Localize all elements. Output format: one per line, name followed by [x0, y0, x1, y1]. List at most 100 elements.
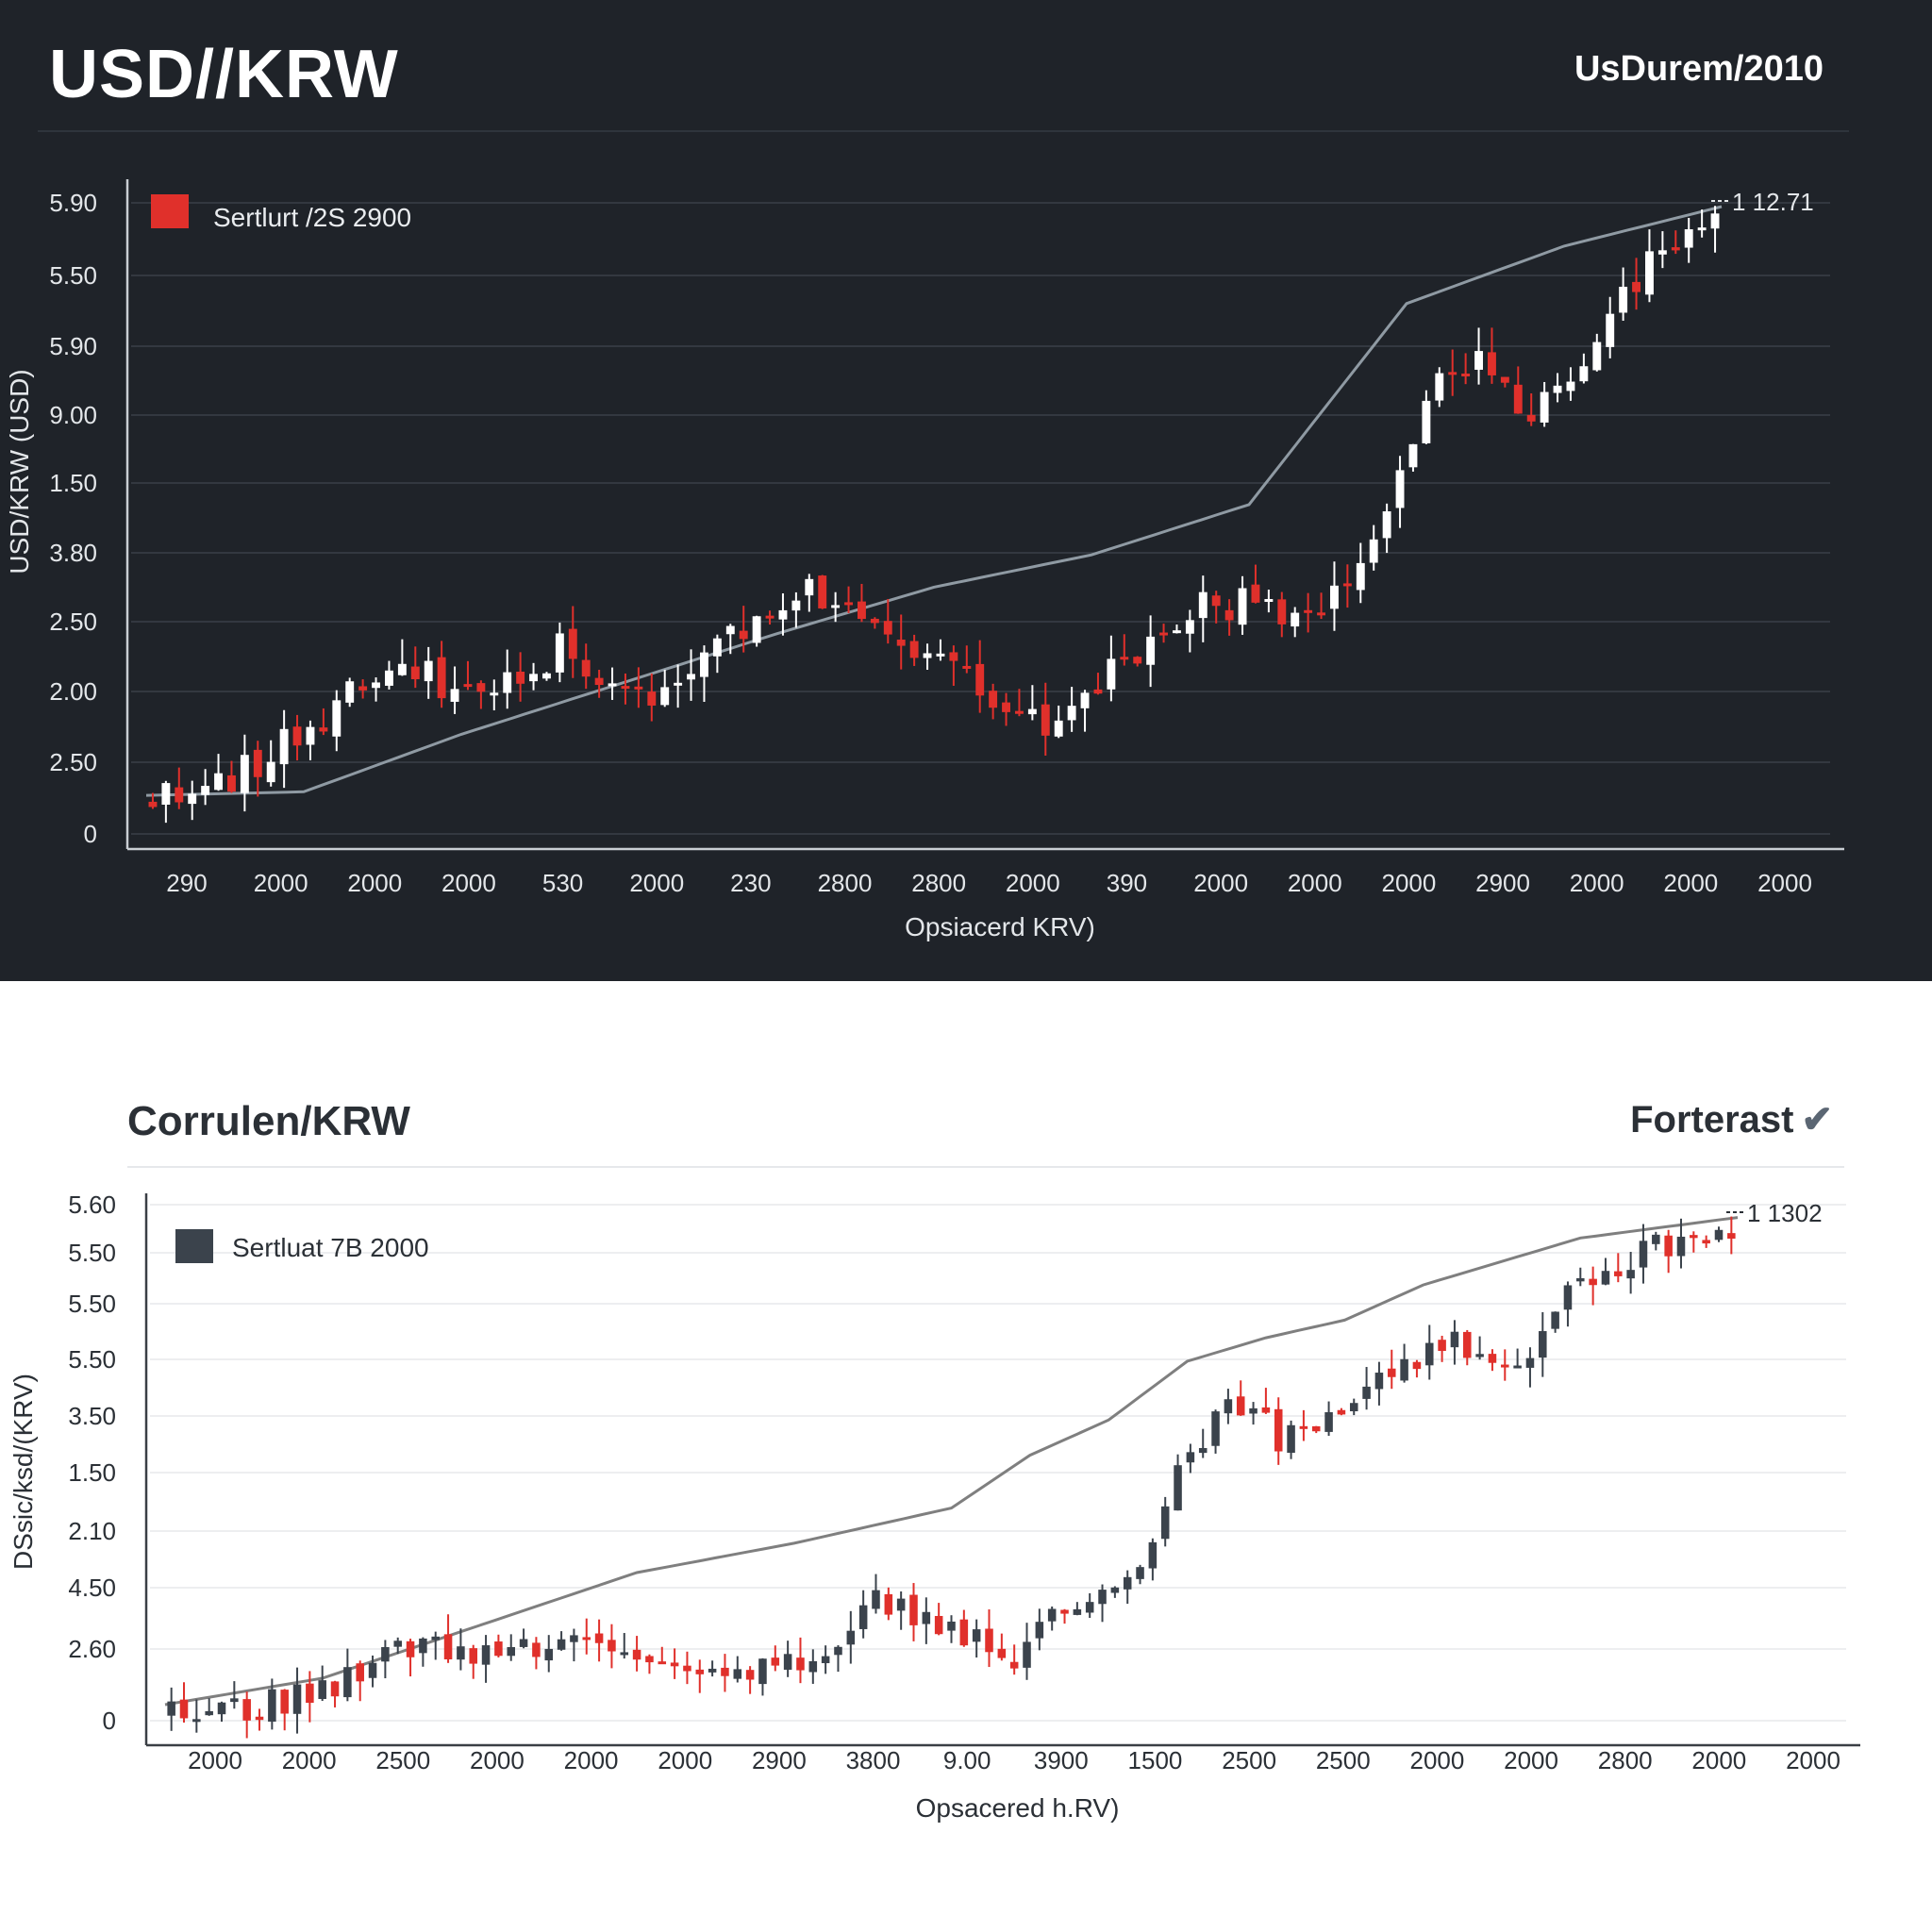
candle	[708, 1660, 717, 1677]
candle-body	[1553, 385, 1562, 393]
candle-body	[1349, 1403, 1358, 1411]
candle-body	[1060, 1609, 1069, 1614]
candle	[818, 575, 827, 609]
candle-body	[332, 700, 341, 737]
x-tick-label: 9.00	[943, 1746, 991, 1774]
candle-body	[372, 682, 380, 689]
candle-body	[161, 783, 171, 806]
y-tick-label: 2.50	[49, 748, 97, 776]
y-tick-label: 1.50	[68, 1458, 116, 1487]
candle	[1500, 376, 1509, 388]
candle-body	[1362, 1386, 1371, 1399]
candle-body	[266, 761, 275, 783]
candle-body	[909, 1594, 918, 1625]
y-tick-label: 5.90	[49, 189, 97, 217]
candle-body	[594, 677, 604, 686]
candle	[1047, 1606, 1057, 1631]
trend-line	[164, 1216, 1739, 1707]
candle-body	[516, 671, 525, 684]
candle	[634, 667, 643, 708]
candle	[1614, 1253, 1623, 1283]
candle-body	[581, 659, 591, 677]
candle-body	[1261, 1407, 1271, 1413]
candle	[1174, 1454, 1182, 1511]
x-tick-label: 2500	[375, 1746, 430, 1774]
candle-body	[1697, 227, 1707, 231]
x-tick-label: 2000	[1663, 869, 1718, 897]
candle	[255, 1708, 264, 1731]
candle	[670, 1648, 679, 1679]
candle-body	[1592, 341, 1602, 371]
y-tick-label: 5.50	[68, 1345, 116, 1374]
candle	[1425, 1324, 1434, 1380]
candle-body	[1123, 1576, 1132, 1590]
candle	[1362, 1367, 1371, 1410]
candle	[1093, 673, 1103, 695]
candle-body	[292, 726, 302, 746]
candle-body	[1002, 702, 1010, 712]
candle	[1606, 296, 1615, 358]
candle	[476, 680, 486, 709]
candle-body	[214, 773, 223, 791]
candle-body	[1054, 720, 1063, 737]
x-tick-label: 3800	[846, 1746, 901, 1774]
candle	[1501, 1349, 1509, 1381]
candle	[410, 646, 420, 689]
candle-body	[647, 691, 657, 706]
candle	[227, 760, 236, 793]
candle	[989, 683, 998, 720]
candle-body	[345, 681, 355, 703]
candle	[205, 1698, 213, 1716]
candle	[949, 645, 958, 686]
candle	[687, 649, 695, 701]
candle	[1060, 1608, 1069, 1624]
candle-body	[542, 673, 551, 679]
candle-body	[1639, 1241, 1648, 1268]
candle	[1098, 1584, 1107, 1623]
candle-body	[330, 1681, 340, 1697]
candle-body	[463, 684, 473, 688]
candle-body	[1185, 620, 1194, 634]
candle-body	[936, 653, 945, 657]
candle	[758, 1657, 767, 1696]
candle-body	[1291, 612, 1300, 627]
candle	[608, 667, 617, 700]
candle-body	[1412, 1361, 1422, 1370]
candle-body	[1539, 1331, 1547, 1358]
candle	[1690, 1231, 1698, 1253]
candle-body	[255, 1716, 264, 1721]
candle	[1277, 591, 1287, 638]
candle-body	[1085, 1602, 1094, 1613]
candle-body	[947, 1621, 956, 1631]
candle	[997, 1633, 1007, 1661]
candle	[870, 617, 879, 629]
candle	[778, 592, 788, 636]
candle-body	[1645, 251, 1654, 295]
candle	[1576, 1267, 1585, 1287]
y-tick-label: 5.90	[49, 332, 97, 360]
candle	[1369, 525, 1378, 571]
candle-body	[1501, 1364, 1509, 1368]
candle-body	[410, 666, 420, 680]
candle-body	[582, 1637, 591, 1641]
candle	[356, 1660, 364, 1702]
candle	[330, 1680, 340, 1707]
candle	[1592, 333, 1602, 372]
candle-body	[632, 1649, 641, 1660]
candle-body	[934, 1615, 943, 1635]
candle-body	[818, 575, 827, 608]
candle	[1337, 1407, 1346, 1416]
candle	[1671, 230, 1680, 255]
candle-body	[670, 1662, 679, 1667]
candle-body	[393, 1641, 402, 1647]
candle	[1211, 591, 1221, 624]
candle	[1173, 624, 1181, 634]
candle	[568, 606, 577, 678]
candle-body	[570, 1635, 578, 1642]
candle-body	[1073, 1608, 1082, 1615]
candle-body	[356, 1663, 364, 1682]
candle	[1513, 366, 1523, 414]
candle	[306, 720, 315, 760]
candle-body	[896, 640, 906, 646]
candle	[1412, 1359, 1422, 1378]
